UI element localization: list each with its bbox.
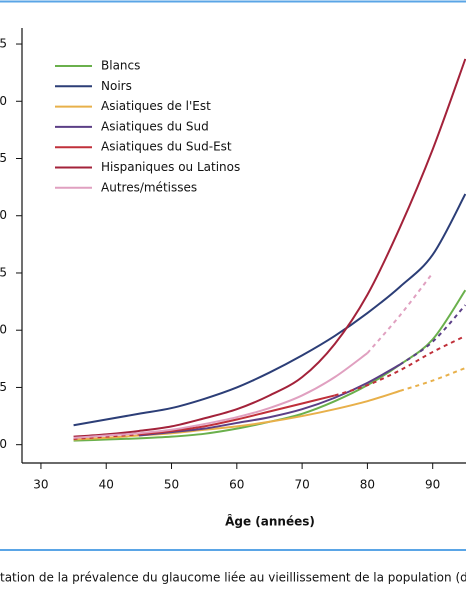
projection-line — [366, 272, 434, 354]
x-tick-label: 50 — [164, 478, 179, 492]
series-line — [138, 394, 335, 436]
legend-label: Asiatiques du Sud-Est — [101, 140, 232, 154]
series-line — [73, 352, 368, 439]
legend-label: Blancs — [101, 59, 140, 73]
legend-label: Asiatiques du Sud — [101, 119, 209, 133]
y-tick-label: 35 — [0, 37, 7, 51]
series-line — [73, 389, 401, 441]
x-tick-label: 30 — [33, 478, 48, 492]
x-tick-label: 90 — [425, 478, 440, 492]
y-tick-label: 15 — [0, 265, 7, 279]
projection-line — [399, 367, 466, 392]
series-line — [73, 58, 466, 438]
x-axis-title: Âge (années) — [225, 514, 315, 529]
legend-label: Autres/métisses — [101, 180, 197, 194]
y-tick-label: 25 — [0, 151, 7, 165]
x-tick-label: 40 — [99, 478, 114, 492]
legend-label: Asiatiques de l'Est — [101, 99, 211, 113]
y-tick-label: 10 — [0, 323, 7, 337]
y-tick-label: 5 — [0, 380, 7, 394]
x-tick-label: 70 — [294, 478, 309, 492]
legend-label: Noirs — [101, 79, 132, 93]
y-tick-label: 20 — [0, 208, 7, 222]
x-tick-label: 60 — [229, 478, 244, 492]
caption: tation de la prévalence du glaucome liée… — [0, 571, 466, 585]
x-tick-label: 80 — [360, 478, 375, 492]
y-tick-label: 30 — [0, 94, 7, 108]
projection-line — [399, 304, 466, 366]
legend-label: Hispaniques ou Latinos — [101, 160, 240, 174]
y-tick-label: 0 — [0, 437, 7, 451]
projection-line — [73, 433, 139, 440]
series-line — [73, 193, 466, 427]
